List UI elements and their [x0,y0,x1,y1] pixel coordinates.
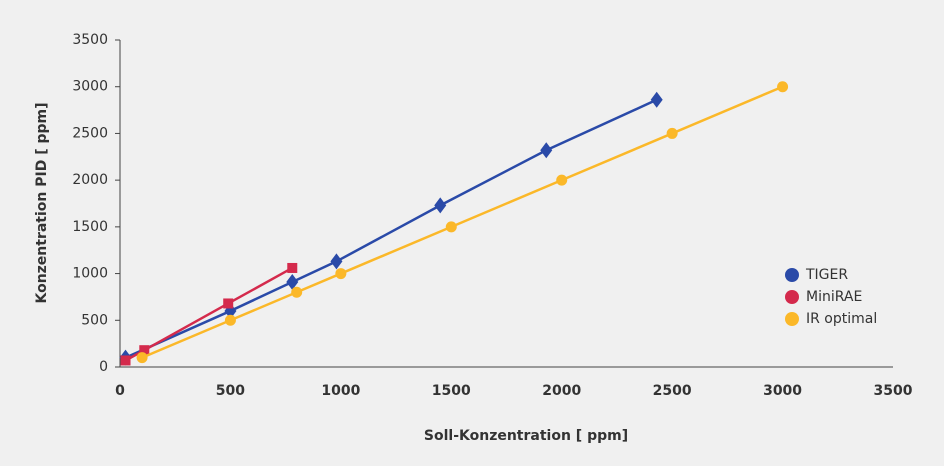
y-tick-label: 1500 [72,219,108,235]
series-line [124,266,293,362]
x-tick-label: 500 [216,383,245,399]
x-tick-label: 1000 [321,383,360,399]
data-point [335,268,347,280]
y-axis-label: Konzentration PID [ ppm] [34,102,50,303]
data-point [286,273,299,290]
legend-marker [785,290,799,304]
data-point [445,221,457,233]
y-tick-label: 2500 [72,125,108,141]
y-tick-label: 3000 [72,79,108,95]
y-tick-label: 3500 [72,32,108,48]
data-point [330,253,343,270]
data-point [136,352,148,364]
legend-label: MiniRAE [806,289,862,305]
legend-marker [785,312,799,326]
x-tick-label: 3000 [763,383,802,399]
data-point [224,314,236,326]
legend-marker [785,268,799,282]
series-line [141,85,784,359]
legend-label: TIGER [805,267,848,283]
data-point [556,174,568,186]
data-point [139,345,150,356]
x-tick-label: 0 [115,383,125,399]
data-point [666,127,678,139]
x-tick-label: 2000 [542,383,581,399]
data-point [120,355,131,366]
x-tick-label: 1500 [432,383,471,399]
x-axis-label: Soll-Konzentration [ ppm] [424,428,628,444]
data-point [223,298,234,309]
y-tick-label: 2000 [72,172,108,188]
y-tick-label: 500 [81,312,108,328]
data-point [287,262,298,273]
y-tick-label: 1000 [72,266,108,282]
data-point [540,142,553,159]
x-tick-label: 2500 [653,383,692,399]
data-point [650,91,663,108]
data-point [434,197,447,214]
data-point [777,81,789,93]
y-tick-label: 0 [99,359,108,375]
data-point [291,286,303,298]
x-tick-label: 3500 [874,383,913,399]
legend-label: IR optimal [806,311,877,327]
